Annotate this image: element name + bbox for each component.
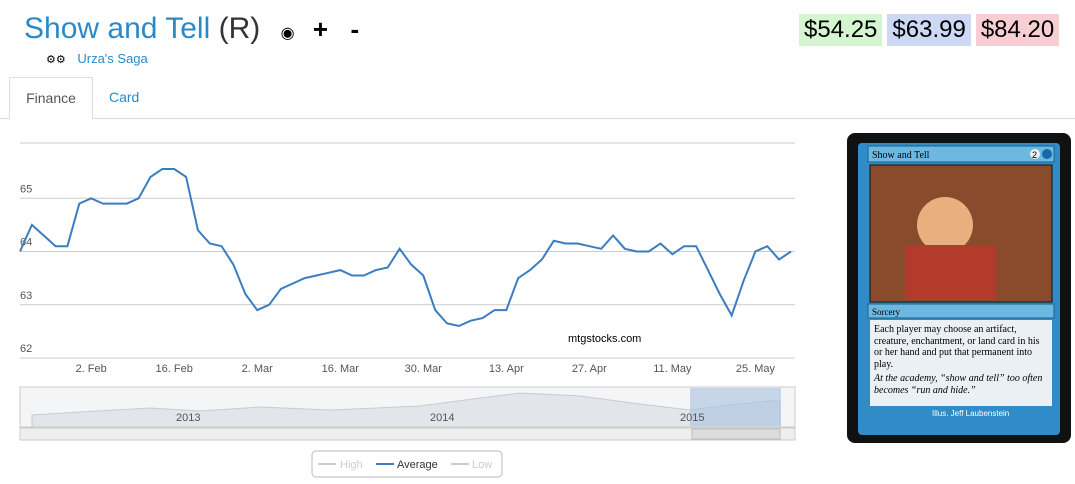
card-name: Show and Tell bbox=[872, 150, 930, 161]
price-line bbox=[19, 168, 792, 328]
x-tick-label: 27. Apr bbox=[572, 363, 607, 375]
x-tick-label: 16. Mar bbox=[322, 363, 360, 375]
card-illus: Illus. Jeff Laubenstein bbox=[932, 409, 1009, 418]
navigator-label: 2015 bbox=[680, 412, 704, 424]
x-tick-label: 13. Apr bbox=[489, 363, 524, 375]
art-figure bbox=[905, 245, 995, 300]
price-low: $54.25 bbox=[799, 14, 883, 46]
tab-line bbox=[0, 118, 1075, 119]
card-type: Sorcery bbox=[872, 307, 900, 317]
mana-generic bbox=[1030, 149, 1040, 159]
card-text: Each player may choose an artifact, crea… bbox=[874, 324, 1050, 396]
card-title[interactable]: Show and Tell bbox=[24, 12, 211, 45]
card-title-bar bbox=[867, 145, 1055, 163]
card-rules: Each player may choose an artifact, crea… bbox=[874, 324, 1040, 370]
navigator-window[interactable] bbox=[690, 388, 781, 426]
tab-card[interactable]: Card bbox=[109, 89, 140, 105]
mana-cost: 2 bbox=[1032, 150, 1037, 160]
set-link[interactable]: Urza's Saga bbox=[77, 51, 148, 66]
navigator-label: 2013 bbox=[176, 412, 200, 424]
scrollbar[interactable] bbox=[19, 427, 796, 441]
rarity: (R) bbox=[218, 12, 261, 45]
card-textbox bbox=[870, 320, 1052, 406]
x-tick-label: 11. May bbox=[653, 363, 692, 375]
tab-finance[interactable]: Finance bbox=[9, 77, 93, 120]
card-flavor: At the academy, “show and tell” too ofte… bbox=[874, 373, 1043, 396]
set-row: ⚙⚙ Urza's Saga bbox=[46, 51, 148, 66]
x-tick-label: 2. Feb bbox=[76, 363, 107, 375]
navigator-label: 2014 bbox=[430, 412, 454, 424]
watermark: mtgstocks.com bbox=[568, 333, 641, 345]
legend-item[interactable]: Average bbox=[397, 459, 438, 471]
y-tick-label: 63 bbox=[20, 290, 32, 302]
art-figure bbox=[917, 197, 973, 253]
legend-box bbox=[311, 450, 503, 478]
mana-blue bbox=[1042, 149, 1052, 159]
scrollbar-thumb[interactable] bbox=[691, 428, 781, 440]
title-row: Show and Tell (R) ◉ + - bbox=[24, 12, 359, 46]
x-tick-label: 16. Feb bbox=[156, 363, 193, 375]
card-type-bar bbox=[867, 303, 1055, 319]
price-avg: $63.99 bbox=[887, 14, 971, 46]
price-high: $84.20 bbox=[975, 14, 1060, 46]
legend-item[interactable]: High bbox=[340, 459, 363, 471]
x-tick-label: 2. Mar bbox=[242, 363, 274, 375]
x-tick-label: 30. Mar bbox=[405, 363, 443, 375]
prices: $54.25 $63.99 $84.20 bbox=[799, 14, 1060, 46]
add-button[interactable]: + bbox=[312, 14, 329, 44]
y-tick-label: 65 bbox=[20, 183, 32, 195]
eye-icon[interactable]: ◉ bbox=[280, 25, 295, 42]
x-tick-label: 25. May bbox=[736, 363, 776, 375]
legend-item[interactable]: Low bbox=[472, 459, 492, 471]
remove-button[interactable]: - bbox=[350, 14, 360, 44]
y-tick-label: 62 bbox=[20, 343, 32, 355]
